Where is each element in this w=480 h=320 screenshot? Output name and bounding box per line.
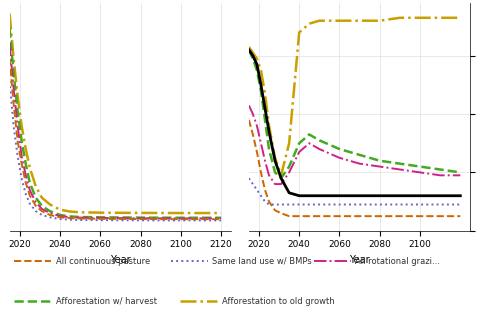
X-axis label: Year: Year <box>349 255 370 265</box>
Text: All rotational grazi...: All rotational grazi... <box>355 257 440 266</box>
Text: Afforestation w/ harvest: Afforestation w/ harvest <box>56 297 156 306</box>
Text: Same land use w/ BMPs: Same land use w/ BMPs <box>212 257 312 266</box>
Text: Afforestation to old growth: Afforestation to old growth <box>222 297 334 306</box>
X-axis label: Year: Year <box>110 255 131 265</box>
Text: All continuous pasture: All continuous pasture <box>56 257 150 266</box>
